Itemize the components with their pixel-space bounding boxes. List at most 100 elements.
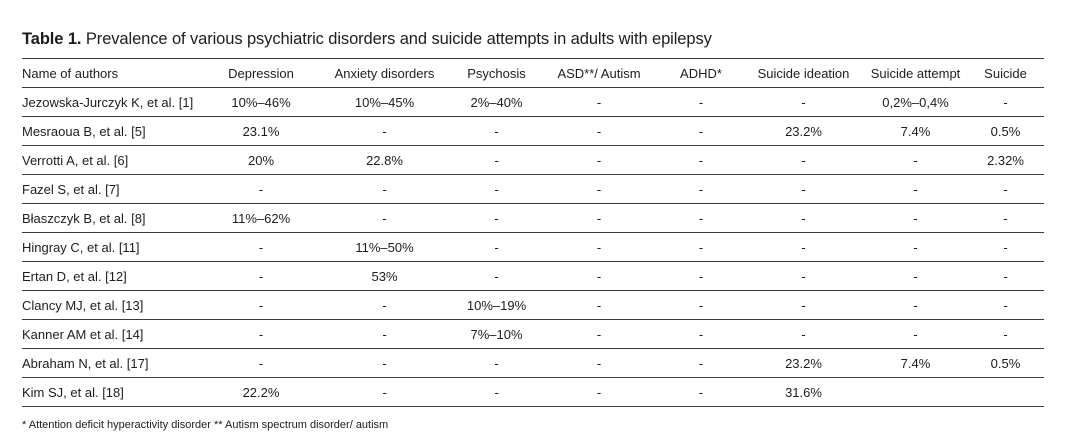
psychosis-cell: 2%–40% (454, 87, 539, 117)
table-footnote: * Attention deficit hyperactivity disord… (22, 419, 389, 431)
depression-cell: - (207, 319, 315, 349)
suicide-cell (967, 377, 1044, 407)
author-cell: Błaszczyk B, et al. [8] (22, 203, 207, 233)
table-header: Name of authors Depression Anxiety disor… (22, 58, 1044, 88)
depression-cell: - (207, 348, 315, 378)
column-header-adhd: ADHD* (659, 58, 743, 88)
asd-autism-cell: - (539, 377, 659, 407)
adhd-cell: - (659, 174, 743, 204)
suicide-ideation-cell: 23.2% (743, 348, 864, 378)
depression-cell: 11%–62% (207, 203, 315, 233)
depression-cell: 10%–46% (207, 87, 315, 117)
author-cell: Ertan D, et al. [12] (22, 261, 207, 291)
anxiety-cell: - (315, 174, 454, 204)
asd-autism-cell: - (539, 232, 659, 262)
suicide-attempt-cell: 0,2%–0,4% (864, 87, 967, 117)
table-caption-label: Table 1. (22, 30, 82, 48)
suicide-ideation-cell: - (743, 145, 864, 175)
asd-autism-cell: - (539, 203, 659, 233)
anxiety-cell: 22.8% (315, 145, 454, 175)
depression-cell: 20% (207, 145, 315, 175)
table-body: Jezowska-Jurczyk K, et al. [1] 10%–46% 10%… (22, 87, 1044, 407)
suicide-attempt-cell: - (864, 319, 967, 349)
anxiety-cell: - (315, 203, 454, 233)
adhd-cell: - (659, 145, 743, 175)
table-row: Błaszczyk B, et al. [8] 11%–62% - - - - - - - (22, 203, 1044, 233)
psychosis-cell: - (454, 348, 539, 378)
psychosis-cell: - (454, 116, 539, 146)
asd-autism-cell: - (539, 348, 659, 378)
suicide-ideation-cell: - (743, 232, 864, 262)
prevalence-table: Name of authors Depression Anxiety disor… (22, 58, 1044, 407)
psychosis-cell: - (454, 232, 539, 262)
suicide-cell: - (967, 174, 1044, 204)
adhd-cell: - (659, 261, 743, 291)
psychosis-cell: - (454, 174, 539, 204)
table-row: Hingray C, et al. [11] -11%–50% - - - - - - (22, 232, 1044, 262)
column-header-suicide: Suicide (967, 58, 1044, 88)
anxiety-cell: - (315, 319, 454, 349)
suicide-cell: - (967, 232, 1044, 262)
table-row: Kim SJ, et al. [18] 22.2% - - - -31.6% (22, 377, 1044, 407)
asd-autism-cell: - (539, 116, 659, 146)
suicide-ideation-cell: - (743, 174, 864, 204)
table-row: Ertan D, et al. [12] -53% - - - - - - (22, 261, 1044, 291)
column-header-suicide-attempt: Suicide attempt (864, 58, 967, 88)
adhd-cell: - (659, 377, 743, 407)
asd-autism-cell: - (539, 290, 659, 320)
suicide-cell: - (967, 87, 1044, 117)
asd-autism-cell: - (539, 145, 659, 175)
suicide-attempt-cell: - (864, 261, 967, 291)
depression-cell: - (207, 290, 315, 320)
column-header-anxiety-disorders: Anxiety disorders (315, 58, 454, 88)
table-caption: Table 1. Prevalence of various psychiatr… (22, 30, 712, 49)
psychosis-cell: - (454, 377, 539, 407)
suicide-cell: - (967, 319, 1044, 349)
author-cell: Kanner AM et al. [14] (22, 319, 207, 349)
suicide-ideation-cell: - (743, 87, 864, 117)
suicide-cell: 2.32% (967, 145, 1044, 175)
table-row: Clancy MJ, et al. [13] - -10%–19% - - - - - (22, 290, 1044, 320)
anxiety-cell: 11%–50% (315, 232, 454, 262)
adhd-cell: - (659, 116, 743, 146)
column-header-name-of-authors: Name of authors (22, 58, 207, 88)
adhd-cell: - (659, 203, 743, 233)
table-row: Fazel S, et al. [7] - - - - - - - - (22, 174, 1044, 204)
table-caption-text: Prevalence of various psychiatric disord… (81, 30, 712, 48)
author-cell: Kim SJ, et al. [18] (22, 377, 207, 407)
suicide-attempt-cell: 7.4% (864, 116, 967, 146)
suicide-attempt-cell: - (864, 174, 967, 204)
anxiety-cell: 10%–45% (315, 87, 454, 117)
adhd-cell: - (659, 290, 743, 320)
psychosis-cell: - (454, 203, 539, 233)
suicide-cell: 0.5% (967, 348, 1044, 378)
author-cell: Clancy MJ, et al. [13] (22, 290, 207, 320)
table-row: Mesraoua B, et al. [5] 23.1% - - - -23.2% 7.4%… (22, 116, 1044, 146)
author-cell: Hingray C, et al. [11] (22, 232, 207, 262)
suicide-cell: - (967, 261, 1044, 291)
psychosis-cell: 7%–10% (454, 319, 539, 349)
asd-autism-cell: - (539, 87, 659, 117)
asd-autism-cell: - (539, 174, 659, 204)
adhd-cell: - (659, 348, 743, 378)
suicide-ideation-cell: - (743, 290, 864, 320)
suicide-cell: - (967, 290, 1044, 320)
header-row: Name of authors Depression Anxiety disor… (22, 58, 1044, 88)
adhd-cell: - (659, 87, 743, 117)
suicide-ideation-cell: - (743, 203, 864, 233)
column-header-depression: Depression (207, 58, 315, 88)
depression-cell: - (207, 174, 315, 204)
author-cell: Mesraoua B, et al. [5] (22, 116, 207, 146)
table-row: Verrotti A, et al. [6] 20% 22.8% - - - - -2.32% (22, 145, 1044, 175)
asd-autism-cell: - (539, 261, 659, 291)
adhd-cell: - (659, 319, 743, 349)
adhd-cell: - (659, 232, 743, 262)
suicide-ideation-cell: 31.6% (743, 377, 864, 407)
author-cell: Verrotti A, et al. [6] (22, 145, 207, 175)
anxiety-cell: - (315, 290, 454, 320)
anxiety-cell: - (315, 116, 454, 146)
anxiety-cell: - (315, 377, 454, 407)
suicide-attempt-cell (864, 377, 967, 407)
column-header-psychosis: Psychosis (454, 58, 539, 88)
suicide-attempt-cell: 7.4% (864, 348, 967, 378)
